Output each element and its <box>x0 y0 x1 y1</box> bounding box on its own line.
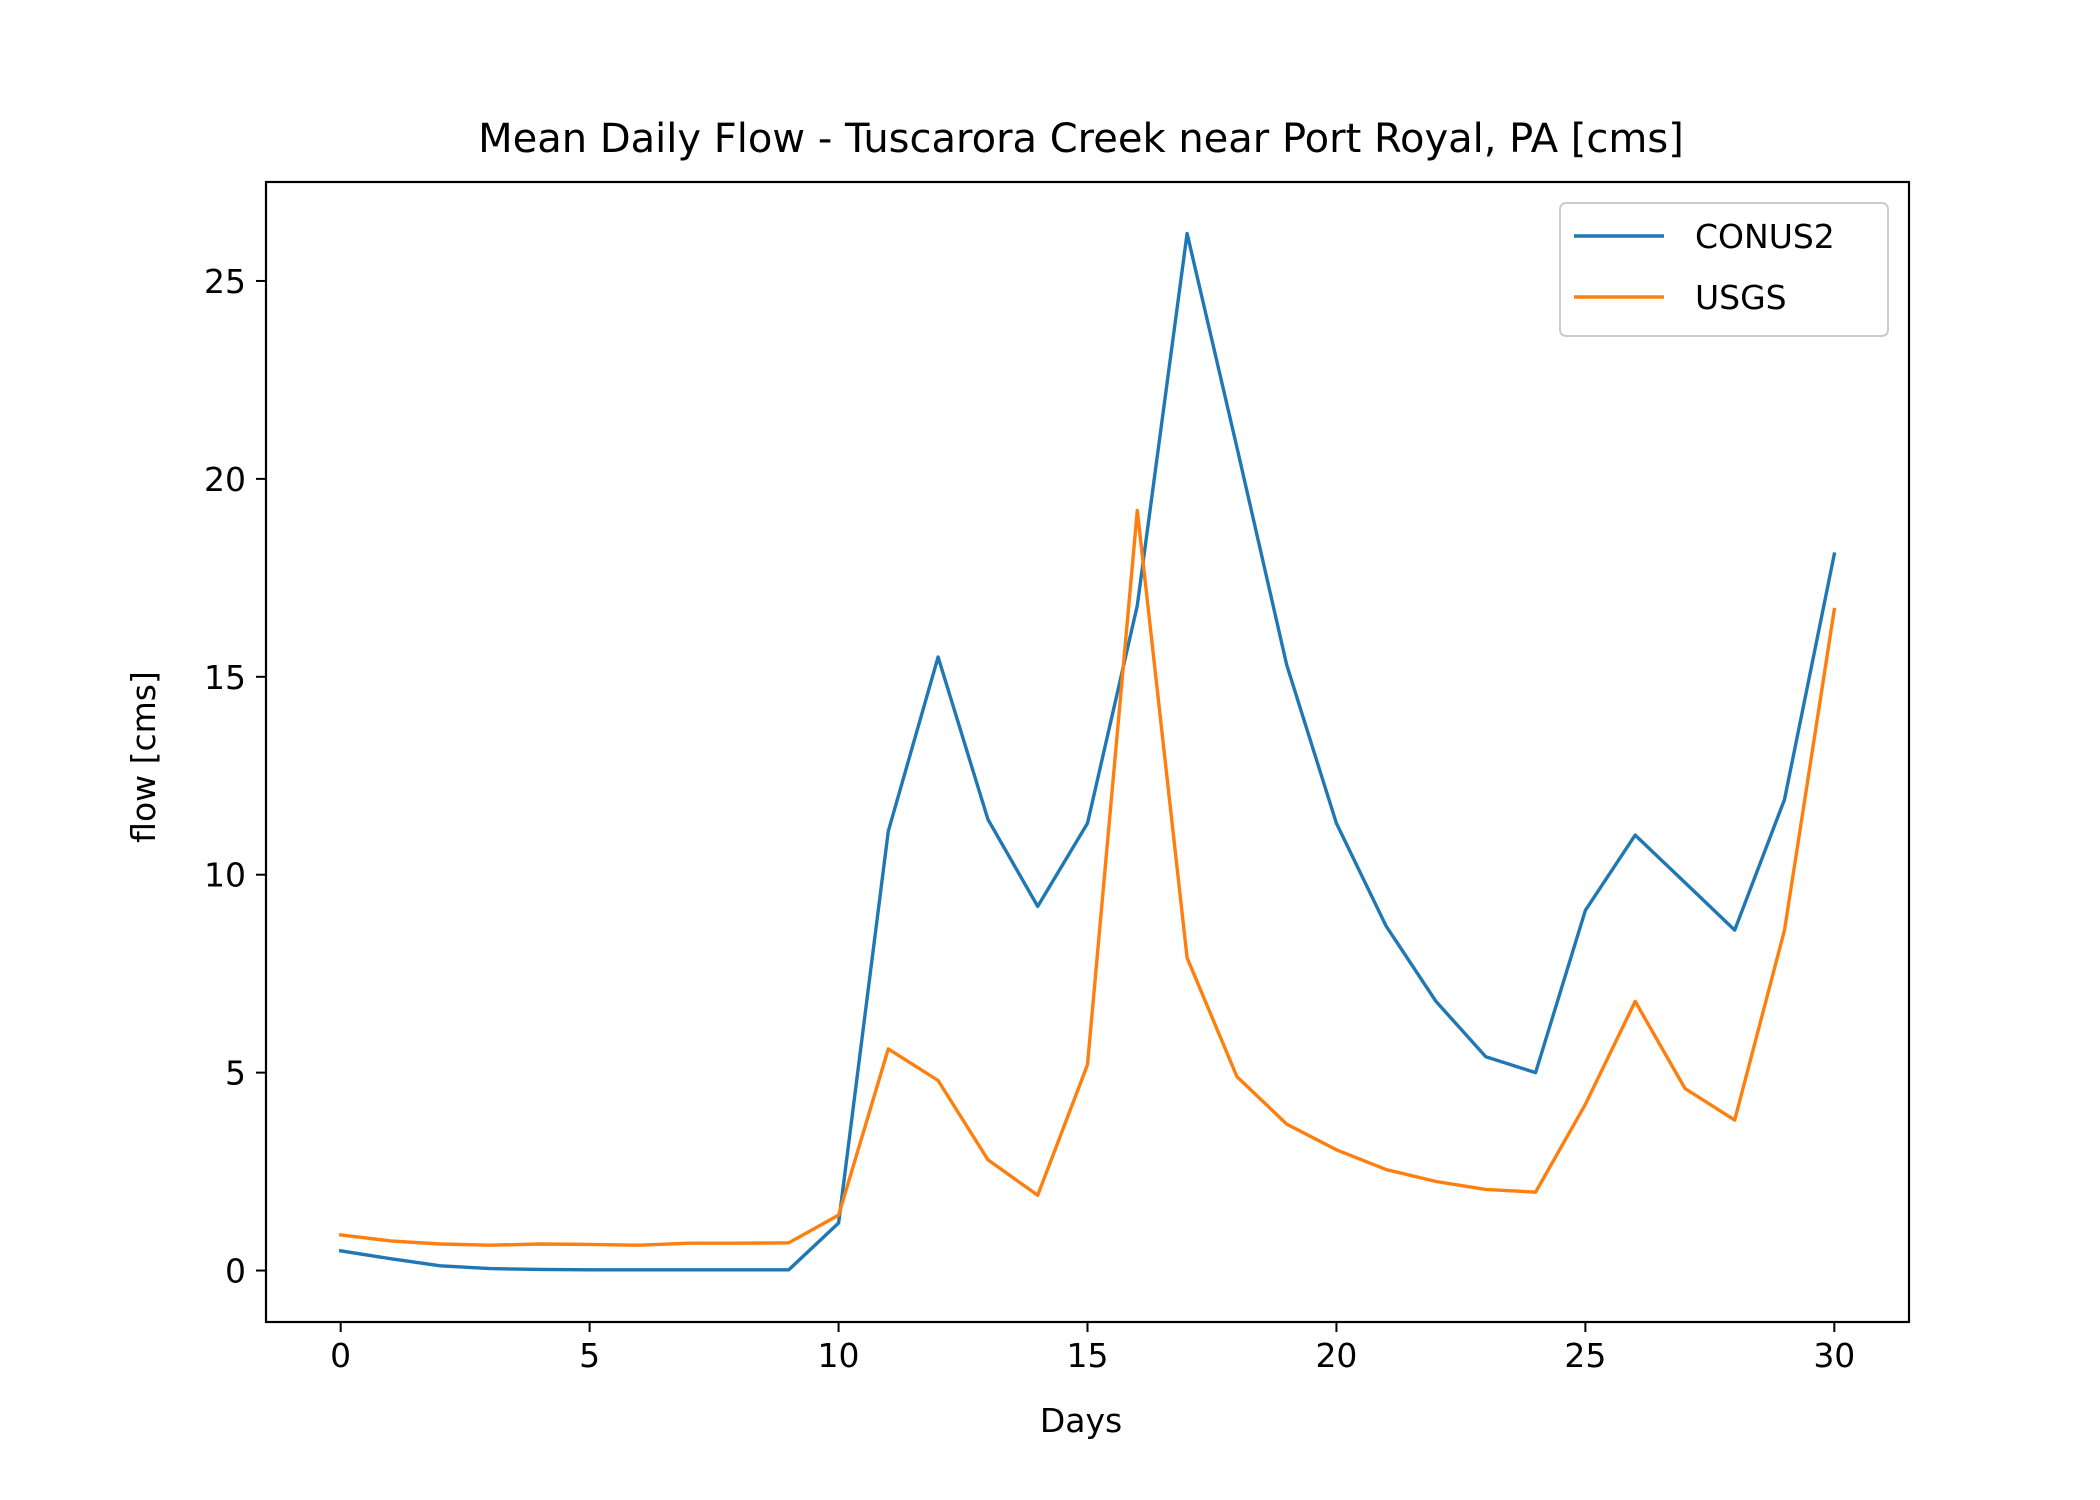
chart-title: Mean Daily Flow - Tuscarora Creek near P… <box>478 116 1684 162</box>
y-tick-label: 10 <box>204 856 246 895</box>
y-tick-label: 0 <box>225 1252 246 1291</box>
legend: CONUS2 USGS <box>1559 202 1889 337</box>
y-tick-label: 15 <box>204 658 246 697</box>
x-tick-label: 0 <box>330 1336 351 1375</box>
series-line-usgs <box>338 508 1837 1247</box>
plot-frame <box>264 180 1911 1324</box>
x-tick-label: 15 <box>1067 1336 1109 1375</box>
legend-label-conus2: CONUS2 <box>1695 217 1835 256</box>
legend-label-usgs: USGS <box>1695 278 1787 317</box>
y-tick-label: 25 <box>204 262 246 301</box>
y-axis-label: flow [cms] <box>124 671 163 843</box>
x-tick-label: 10 <box>818 1336 860 1375</box>
x-axis-ticks: 0 5 10 15 20 25 30 <box>330 1322 1855 1375</box>
series-line-conus2 <box>338 231 1837 1272</box>
x-axis-label: Days <box>1040 1401 1122 1440</box>
x-tick-label: 5 <box>579 1336 600 1375</box>
y-tick-label: 20 <box>204 460 246 499</box>
x-tick-label: 20 <box>1315 1336 1357 1375</box>
x-tick-label: 30 <box>1813 1336 1855 1375</box>
series-lines <box>338 231 1837 1272</box>
y-tick-label: 5 <box>225 1054 246 1093</box>
y-axis-ticks: 0 5 10 15 20 25 <box>204 262 266 1291</box>
x-tick-label: 25 <box>1564 1336 1606 1375</box>
